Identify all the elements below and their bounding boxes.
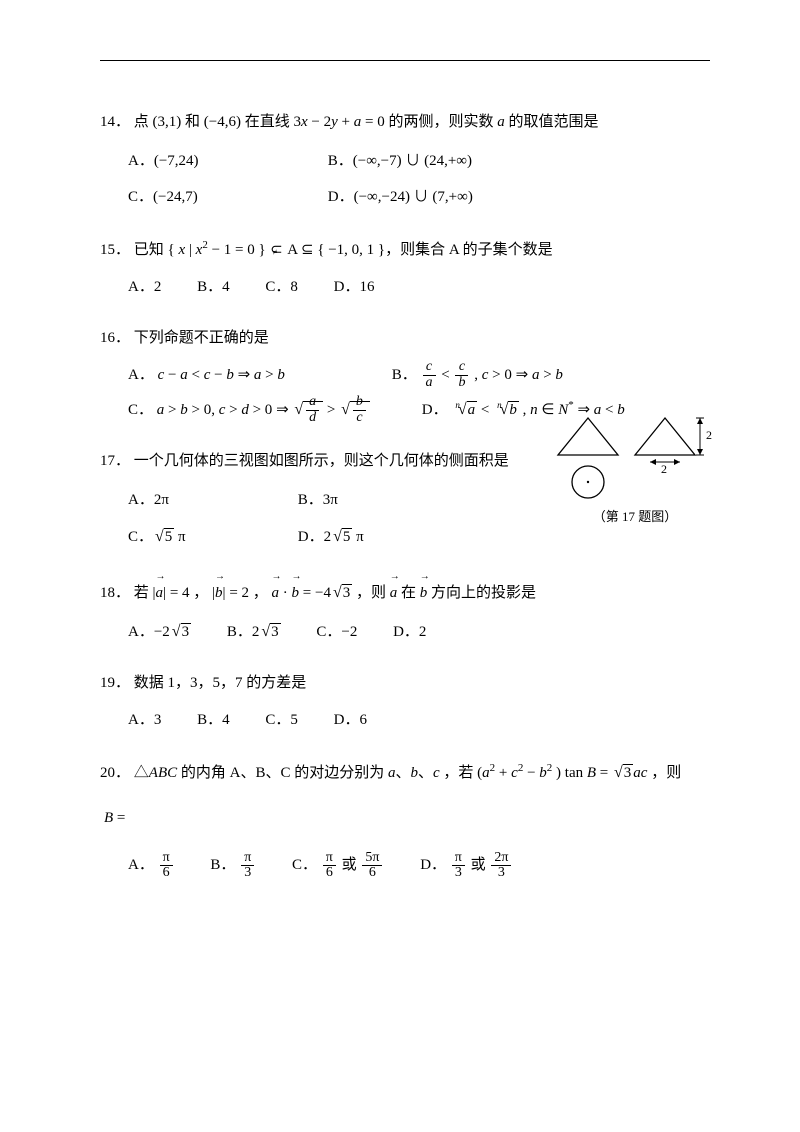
question-20: 20． △ABC 的内角 A、B、C 的对边分别为 a、b、c ，若 (a2 +… — [100, 755, 710, 882]
q15-opt-d: D．16 — [334, 271, 375, 304]
q14-num: 14． — [100, 114, 130, 130]
q20-opt-d: D． π3 或 2π3 — [420, 849, 513, 882]
q16-stem: 下列命题不正确的是 — [134, 330, 269, 346]
q17-stem: 一个几何体的三视图如图所示，则这个几何体的侧面积是 — [134, 453, 509, 469]
three-view-diagram: 2 2 — [550, 410, 720, 500]
svg-text:2: 2 — [706, 428, 712, 442]
q15-opt-a: A．2 — [128, 271, 161, 304]
q17-opt-b: B．3π — [298, 482, 338, 518]
q18-opt-c: C．−2 — [316, 616, 357, 649]
q14-opt-d: D．(−∞,−24) ∪ (7,+∞) — [328, 179, 473, 215]
q17-opt-a: A．2π — [128, 482, 258, 518]
q14-opt-a: A．(−7,24) — [128, 143, 288, 179]
q18-opt-d: D．2 — [393, 616, 426, 649]
q15-opt-b: B．4 — [197, 271, 230, 304]
question-18: 18． 若 |a| = 4 ， |b| = 2 ， a · b = −43 ，则… — [100, 575, 710, 649]
q19-stem: 数据 1，3，5，7 的方差是 — [134, 675, 307, 691]
q20-num: 20． — [100, 765, 130, 781]
q14-opt-c: C．(−24,7) — [128, 179, 288, 215]
question-15: 15． 已知 { x | x2 − 1 = 0 } ⊂≠ A ⊆ { −1, 0… — [100, 233, 710, 304]
q18-num: 18． — [100, 585, 130, 601]
q17-opt-c: C．5 π — [128, 518, 258, 556]
q17-num: 17． — [100, 453, 130, 469]
q19-opt-a: A．3 — [128, 704, 161, 737]
q16-opt-a: A． c − a < c − b ⇒ a > b — [128, 359, 388, 392]
q17-figure: 2 2 （第 17 题图） — [550, 410, 720, 525]
q15-opt-c: C．8 — [265, 271, 298, 304]
question-19: 19． 数据 1，3，5，7 的方差是 A．3 B．4 C．5 D．6 — [100, 667, 710, 737]
svg-text:2: 2 — [661, 462, 667, 476]
q19-opt-d: D．6 — [334, 704, 367, 737]
q19-opt-c: C．5 — [265, 704, 298, 737]
q14-opt-b: B．(−∞,−7) ∪ (24,+∞) — [328, 143, 472, 179]
q16-opt-b: B． ca < cb , c > 0 ⇒ a > b — [392, 359, 652, 392]
q18-opt-a: A．−23 — [128, 614, 191, 649]
question-14: 14． 点 (3,1) 和 (−4,6) 在直线 3x − 2y + a = 0… — [100, 106, 710, 215]
q17-caption: （第 17 题图） — [550, 506, 720, 525]
q20-opt-c: C． π6 或 5π6 — [292, 849, 384, 882]
q16-num: 16． — [100, 330, 130, 346]
q18-opt-b: B．23 — [227, 614, 281, 649]
q19-num: 19． — [100, 675, 130, 691]
top-rule — [100, 60, 710, 61]
q16-opt-c: C． a > b > 0, c > d > 0 ⇒ ad > bc — [128, 392, 418, 427]
q15-num: 15． — [100, 242, 130, 258]
q14-stem-a: 点 (3,1) 和 (−4,6) 在直线 3 — [134, 114, 301, 130]
q17-opt-d: D．25 π — [298, 518, 364, 556]
q19-opt-b: B．4 — [197, 704, 230, 737]
q20-opt-b: B． π3 — [210, 849, 256, 882]
q20-opt-a: A． π6 — [128, 849, 175, 882]
